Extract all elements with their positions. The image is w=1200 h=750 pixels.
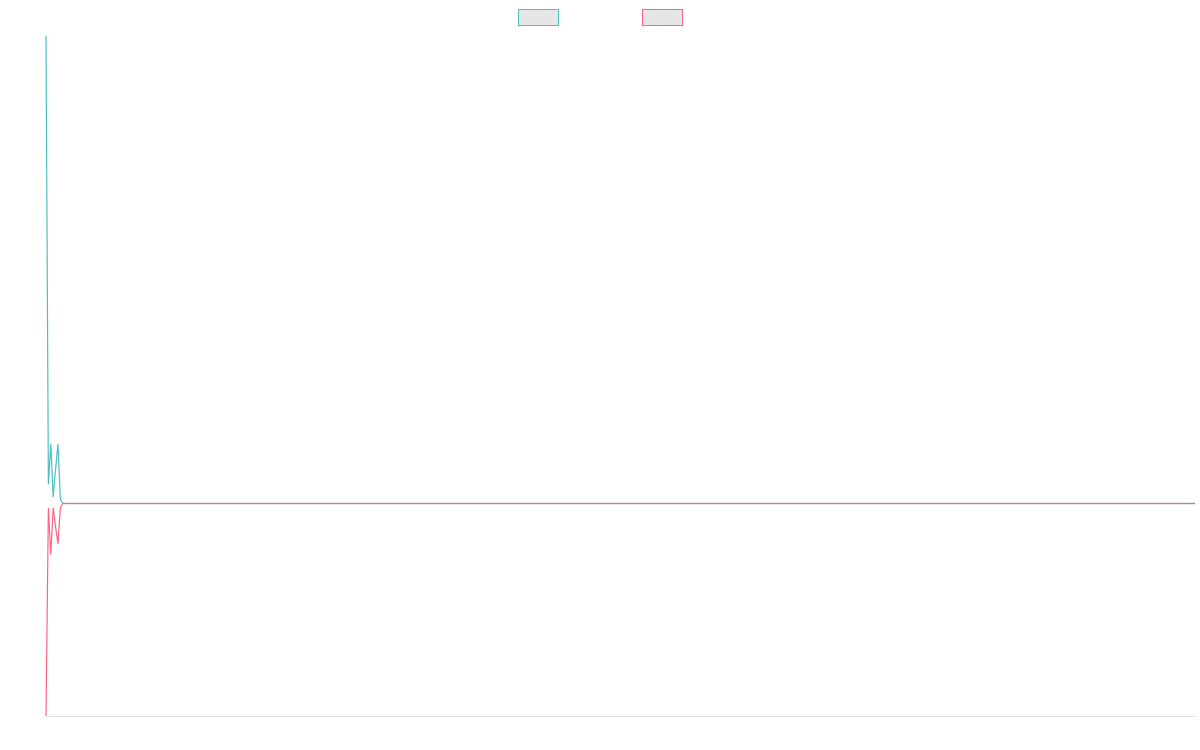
legend-swatch[interactable]	[518, 9, 559, 26]
series-line	[45, 35, 1195, 505]
legend-swatch[interactable]	[642, 9, 683, 26]
series-line	[45, 502, 1195, 717]
